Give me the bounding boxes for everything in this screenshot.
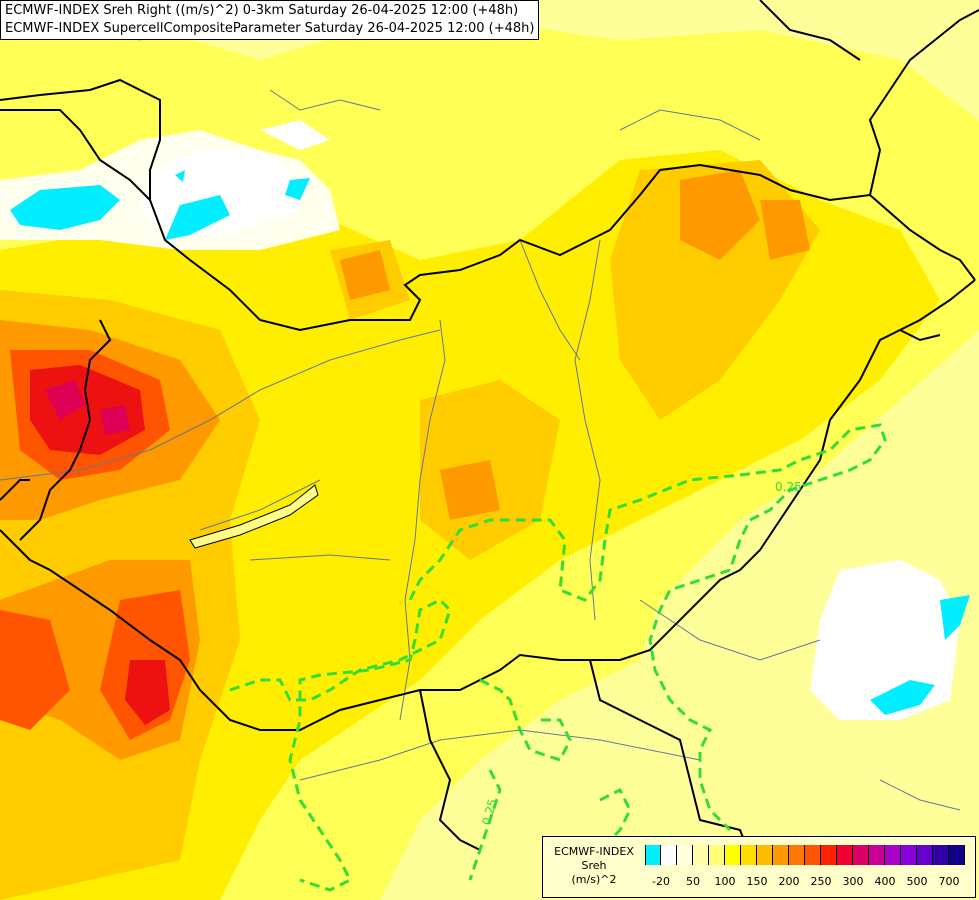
legend-model: ECMWF-INDEX <box>554 845 634 858</box>
legend-tick-label: 200 <box>778 875 800 888</box>
legend-variable: Sreh <box>581 859 607 872</box>
legend-tick-label: 50 <box>686 875 700 888</box>
rivers <box>0 89 961 811</box>
legend-swatch <box>661 845 677 865</box>
contour-label-upper: 0.25 <box>775 480 802 494</box>
color-legend: ECMWF-INDEX Sreh (m/s)^2 -20 50 100 150 200 2… <box>542 836 976 898</box>
sreh-field-350 <box>30 365 170 725</box>
legend-tick-label: 100 <box>714 875 736 888</box>
map-title: ECMWF-INDEX Sreh Right ((m/s)^2) 0-3km S… <box>0 0 540 40</box>
legend-title: ECMWF-INDEX Sreh (m/s)^2 <box>549 845 639 887</box>
legend-swatch <box>821 845 837 865</box>
legend-tick-label: -20 <box>652 875 670 888</box>
sreh-field-200 <box>0 160 820 900</box>
legend-swatch <box>949 845 965 865</box>
sreh-field-250 <box>0 170 810 760</box>
title-line-scp: ECMWF-INDEX SupercellCompositeParameter … <box>5 21 535 36</box>
legend-tick-label: 400 <box>874 875 896 888</box>
legend-tick-label: 700 <box>938 875 960 888</box>
legend-swatch <box>869 845 885 865</box>
legend-swatch <box>741 845 757 865</box>
sreh-field-zero <box>140 120 960 720</box>
legend-swatch <box>933 845 949 865</box>
legend-tick-label: 150 <box>746 875 768 888</box>
title-line-sreh: ECMWF-INDEX Sreh Right ((m/s)^2) 0-3km S… <box>5 3 519 18</box>
legend-tick-label: 500 <box>906 875 928 888</box>
legend-swatch <box>725 845 741 865</box>
legend-swatches <box>645 845 965 865</box>
contour-label-lower: 0.25 <box>479 797 499 826</box>
legend-swatch <box>901 845 917 865</box>
legend-unit: (m/s)^2 <box>571 873 617 886</box>
legend-swatch <box>645 845 661 865</box>
legend-tick-label: 250 <box>810 875 832 888</box>
country-borders <box>0 0 979 881</box>
legend-swatch <box>677 845 693 865</box>
lake-balaton <box>189 484 319 549</box>
sreh-field-300 <box>0 350 190 740</box>
legend-ticks: -20 50 100 150 200 250 300 400 500 700 <box>645 875 975 889</box>
scp-contours <box>229 423 887 892</box>
legend-swatch <box>885 845 901 865</box>
legend-swatch <box>853 845 869 865</box>
legend-swatch <box>789 845 805 865</box>
legend-swatch <box>837 845 853 865</box>
legend-swatch <box>693 845 709 865</box>
legend-swatch <box>757 845 773 865</box>
legend-tick-label: 300 <box>842 875 864 888</box>
legend-swatch <box>805 845 821 865</box>
legend-swatch <box>773 845 789 865</box>
legend-swatch <box>709 845 725 865</box>
legend-swatch <box>917 845 933 865</box>
sreh-field-400 <box>45 380 130 435</box>
